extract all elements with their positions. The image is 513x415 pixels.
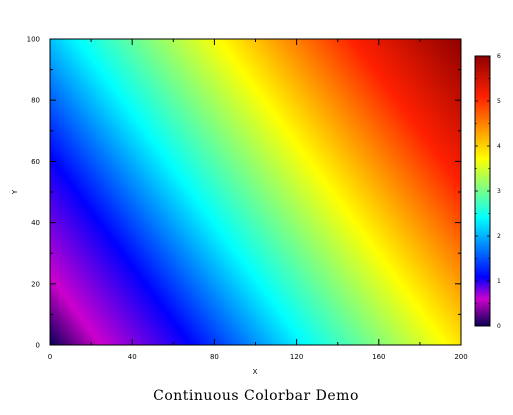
x-tick-label: 200 xyxy=(454,353,467,361)
y-tick-label: 0 xyxy=(36,342,40,350)
x-tick-label: 160 xyxy=(372,353,385,361)
y-tick-label: 80 xyxy=(31,97,40,105)
y-tick-label: 100 xyxy=(27,36,40,44)
colorbar-tick-label: 0 xyxy=(497,323,501,330)
x-axis-label: X xyxy=(253,368,258,376)
x-axis: 0 40 80 120 160 200 xyxy=(48,39,468,361)
x-tick-label: 80 xyxy=(210,353,219,361)
colorbar-tick-label: 2 xyxy=(497,233,501,240)
y-tick-label: 60 xyxy=(31,158,40,166)
colorbar-ticks: 0 1 2 3 4 5 6 xyxy=(475,53,501,330)
colorbar-tick-label: 3 xyxy=(497,188,501,195)
y-tick-label: 20 xyxy=(31,280,40,288)
colorbar-tick-label: 4 xyxy=(497,143,501,150)
colorbar-tick-label: 5 xyxy=(497,98,501,105)
x-tick-label: 0 xyxy=(48,353,52,361)
colorbar-tick-label: 1 xyxy=(497,278,501,285)
heatmap-field xyxy=(50,39,461,345)
y-axis-label: Y xyxy=(11,189,19,195)
y-tick-label: 40 xyxy=(31,219,40,227)
colorbar-tick-label: 6 xyxy=(497,53,501,60)
y-axis: 0 20 40 60 80 100 xyxy=(27,36,461,350)
x-tick-label: 120 xyxy=(290,353,303,361)
x-tick-label: 40 xyxy=(128,353,137,361)
chart-title: Continuous Colorbar Demo xyxy=(153,388,359,404)
